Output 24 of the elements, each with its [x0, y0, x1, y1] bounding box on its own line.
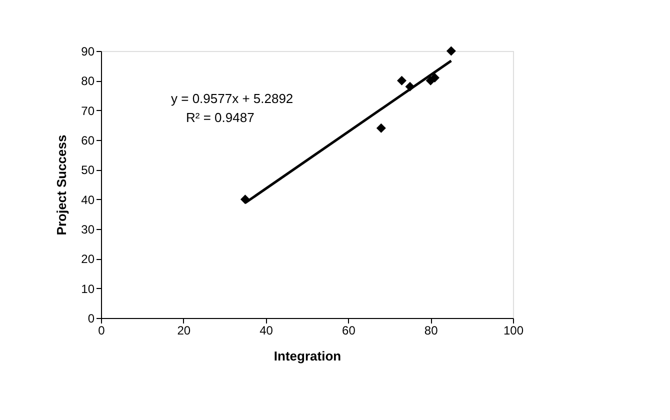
- x-tick-label: 20: [177, 324, 191, 338]
- y-tick-label: 0: [88, 312, 95, 326]
- point: [397, 76, 407, 86]
- x-tick-label: 80: [424, 324, 438, 338]
- y-tick-label: 50: [81, 163, 95, 178]
- annotation: R² = 0.9487: [186, 110, 254, 125]
- annotation: y = 0.9577x + 5.2892: [171, 91, 294, 106]
- x-tick-label: 0: [98, 324, 106, 338]
- x-axis-title: Integration: [274, 348, 342, 364]
- x-tick-label: 40: [260, 324, 274, 338]
- point: [446, 46, 456, 56]
- y-tick-label: 60: [81, 134, 95, 148]
- y-tick-label: 90: [81, 44, 95, 58]
- y-tick-label: 70: [81, 104, 95, 118]
- y-tick-label: 10: [81, 282, 95, 296]
- point: [376, 123, 386, 133]
- point: [430, 72, 440, 82]
- y-tick-label: 80: [81, 74, 95, 88]
- y-tick-label: 30: [81, 222, 95, 236]
- x-tick-label: 60: [342, 324, 356, 338]
- y-tick-label: 40: [81, 192, 95, 207]
- y-tick-label: 20: [81, 252, 95, 266]
- x-tick-label: 100: [503, 324, 524, 338]
- y-axis-title: Project Success: [54, 134, 70, 236]
